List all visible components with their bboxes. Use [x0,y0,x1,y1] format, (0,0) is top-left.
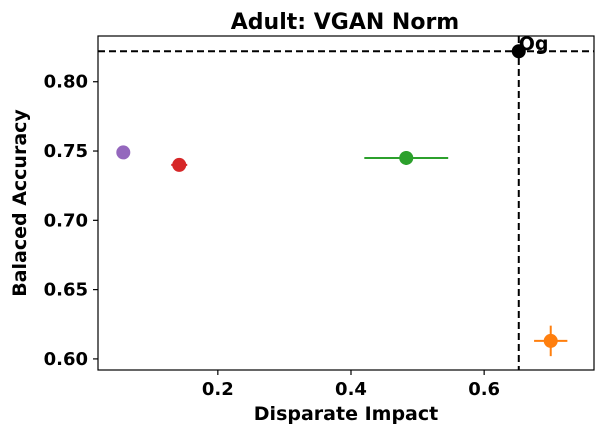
point-label: Og [519,33,549,55]
plot-layer: Og [98,33,594,370]
x-tick-label: 0.4 [335,379,367,400]
data-point [172,157,187,172]
y-tick-label: 0.80 [44,72,88,93]
y-tick-label: 0.75 [44,141,88,162]
x-axis-ticks: 0.2 0.4 0.6 [202,370,500,400]
y-tick-label: 0.60 [44,349,88,370]
y-tick-label: 0.65 [44,280,88,301]
x-tick-label: 0.6 [468,379,500,400]
plot-frame [97,35,595,371]
chart-title: Adult: VGAN Norm [231,10,459,35]
y-tick-label: 0.70 [44,210,88,231]
data-point [116,145,131,160]
data-point [399,150,414,165]
x-tick-label: 0.2 [202,379,234,400]
data-point [511,44,526,59]
data-point [543,333,558,348]
y-axis-ticks: 0.60 0.65 0.70 0.75 0.80 [44,72,98,370]
x-axis-label: Disparate Impact [254,403,438,425]
y-axis-label: Balaced Accuracy [9,109,31,297]
